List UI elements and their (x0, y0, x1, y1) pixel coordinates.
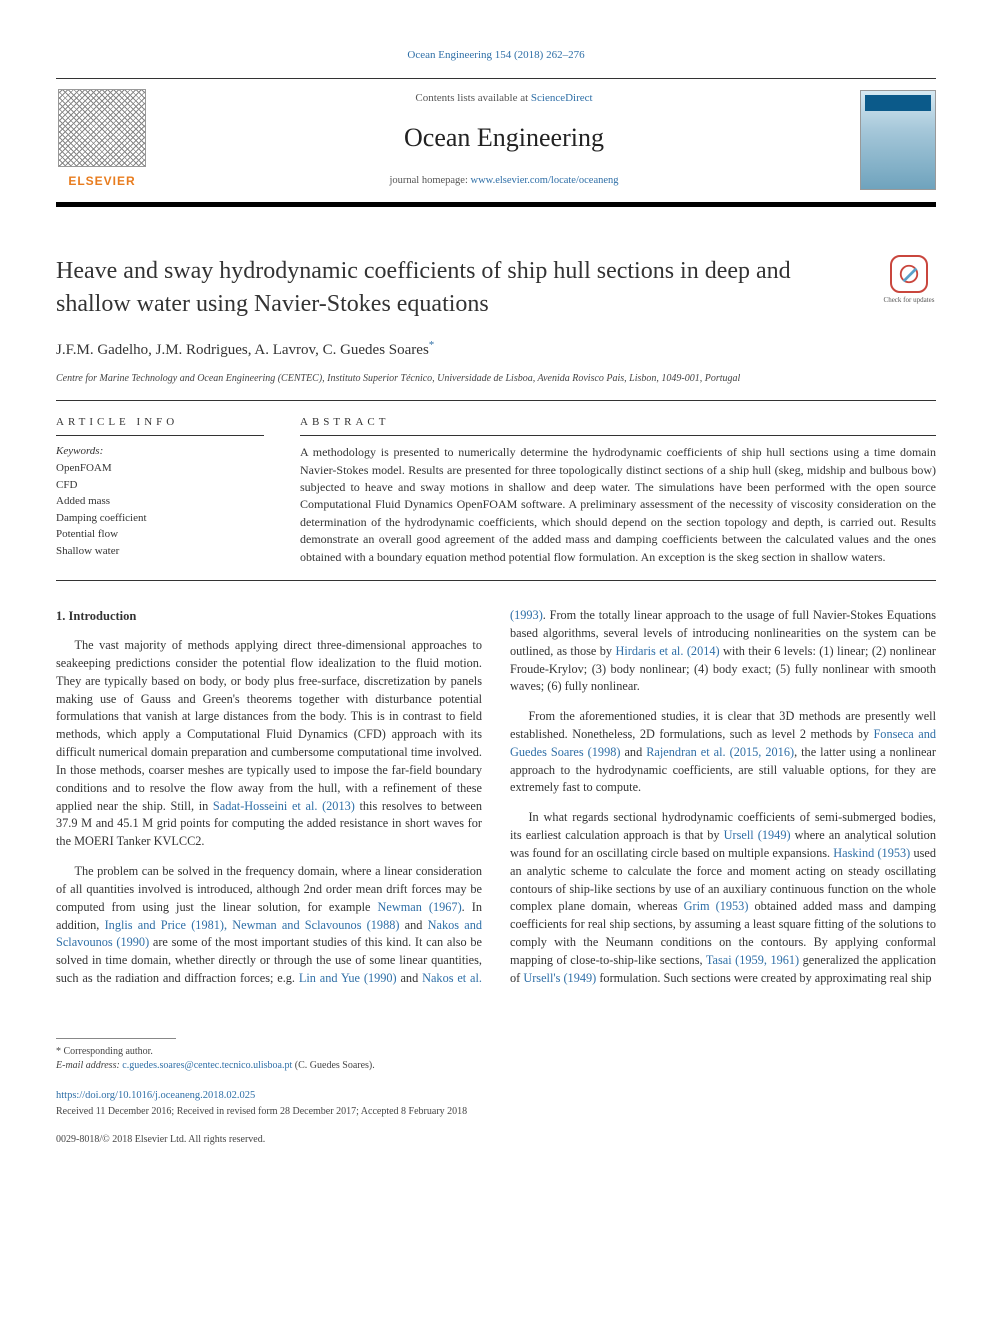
article-info-block: ARTICLE INFO Keywords: OpenFOAM CFD Adde… (56, 415, 264, 566)
header-center: Contents lists available at ScienceDirec… (148, 91, 860, 188)
corresponding-author-note: * Corresponding author. (56, 1045, 936, 1060)
divider (56, 400, 936, 401)
citation-link[interactable]: Inglis and Price (1981), Newman and Scla… (105, 918, 400, 932)
journal-homepage-line: journal homepage: www.elsevier.com/locat… (389, 173, 618, 188)
paragraph: The vast majority of methods applying di… (56, 637, 482, 851)
publisher-name: ELSEVIER (68, 173, 135, 190)
title-row: Heave and sway hydrodynamic coefficients… (56, 255, 936, 320)
keyword: CFD (56, 477, 264, 494)
citation-link[interactable]: Hirdaris et al. (2014) (616, 644, 720, 658)
citation-link[interactable]: Haskind (1953) (833, 846, 910, 860)
article-history: Received 11 December 2016; Received in r… (56, 1105, 936, 1120)
citation-link[interactable]: Rajendran et al. (2015, 2016) (646, 745, 794, 759)
text-run: and (397, 971, 422, 985)
email-link[interactable]: c.guedes.soares@centec.tecnico.ulisboa.p… (122, 1060, 292, 1071)
journal-reference: Ocean Engineering 154 (2018) 262–276 (56, 48, 936, 64)
keywords-list: OpenFOAM CFD Added mass Damping coeffici… (56, 460, 264, 559)
email-line: E-mail address: c.guedes.soares@centec.t… (56, 1059, 936, 1074)
text-run: and (620, 745, 646, 759)
keyword: Added mass (56, 493, 264, 510)
paragraph: In what regards sectional hydrodynamic c… (510, 809, 936, 987)
divider (56, 435, 264, 436)
article-body: 1. Introduction The vast majority of met… (56, 607, 936, 994)
copyright-line: 0029-8018/© 2018 Elsevier Ltd. All right… (56, 1133, 936, 1148)
email-label: E-mail address: (56, 1060, 122, 1071)
doi-link[interactable]: https://doi.org/10.1016/j.oceaneng.2018.… (56, 1088, 936, 1103)
contents-list-line: Contents lists available at ScienceDirec… (415, 91, 592, 107)
journal-cover-thumbnail (860, 90, 936, 190)
author-list: J.F.M. Gadelho, J.M. Rodrigues, A. Lavro… (56, 338, 936, 362)
keywords-label: Keywords: (56, 444, 264, 460)
keyword: Damping coefficient (56, 510, 264, 527)
check-updates-badge[interactable]: Check for updates (882, 255, 936, 305)
check-updates-label: Check for updates (884, 295, 935, 305)
elsevier-tree-icon (58, 89, 146, 167)
divider (300, 435, 936, 436)
text-run: The vast majority of methods applying di… (56, 638, 482, 812)
email-suffix: (C. Guedes Soares). (292, 1060, 374, 1071)
citation-link[interactable]: Ursell's (1949) (523, 971, 596, 985)
footnote-rule (56, 1038, 176, 1039)
journal-homepage-link[interactable]: www.elsevier.com/locate/oceaneng (471, 175, 619, 186)
contents-prefix: Contents lists available at (415, 92, 530, 104)
citation-link[interactable]: Grim (1953) (684, 899, 749, 913)
abstract-block: ABSTRACT A methodology is presented to n… (300, 415, 936, 566)
crossmark-icon (890, 255, 928, 293)
article-info-head: ARTICLE INFO (56, 415, 264, 431)
author-names: J.F.M. Gadelho, J.M. Rodrigues, A. Lavro… (56, 342, 429, 358)
text-run: and (399, 918, 427, 932)
keyword: OpenFOAM (56, 460, 264, 477)
abstract-head: ABSTRACT (300, 415, 936, 431)
divider (56, 580, 936, 581)
journal-title: Ocean Engineering (404, 119, 604, 157)
citation-link[interactable]: Newman (1967) (378, 900, 462, 914)
paragraph: From the aforementioned studies, it is c… (510, 708, 936, 797)
abstract-text: A methodology is presented to numericall… (300, 444, 936, 566)
citation-link[interactable]: Lin and Yue (1990) (299, 971, 397, 985)
keyword: Shallow water (56, 543, 264, 560)
sciencedirect-link[interactable]: ScienceDirect (531, 92, 593, 104)
homepage-prefix: journal homepage: (389, 175, 470, 186)
publisher-logo-block: ELSEVIER (56, 89, 148, 190)
section-heading: 1. Introduction (56, 607, 482, 625)
citation-link[interactable]: Tasai (1959, 1961) (706, 953, 799, 967)
affiliation: Centre for Marine Technology and Ocean E… (56, 372, 936, 387)
corresponding-mark: * (429, 339, 435, 351)
article-title: Heave and sway hydrodynamic coefficients… (56, 255, 868, 320)
footer-block: * Corresponding author. E-mail address: … (56, 1038, 936, 1148)
journal-header: ELSEVIER Contents lists available at Sci… (56, 78, 936, 207)
citation-link[interactable]: Sadat-Hosseini et al. (2013) (213, 799, 355, 813)
text-run: formulation. Such sections were created … (596, 971, 931, 985)
citation-link[interactable]: Ursell (1949) (724, 828, 791, 842)
keyword: Potential flow (56, 526, 264, 543)
info-abstract-row: ARTICLE INFO Keywords: OpenFOAM CFD Adde… (56, 415, 936, 566)
